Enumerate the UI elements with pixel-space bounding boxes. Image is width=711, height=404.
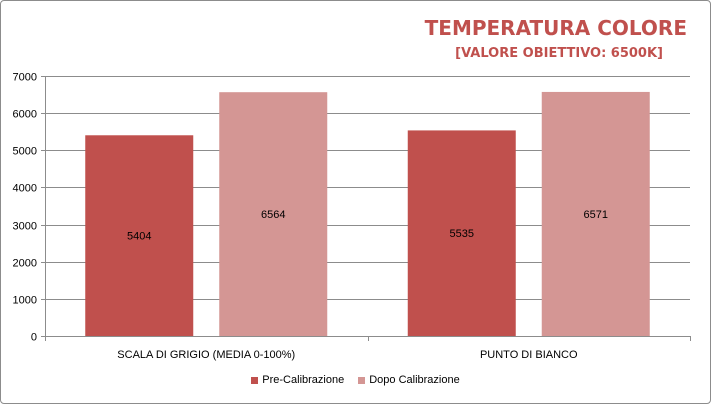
y-tick-label: 7000 (13, 72, 37, 84)
bar (407, 130, 516, 336)
chart-subtitle: [VALORE OBIETTIVO: 6500K] (455, 46, 663, 61)
data-label: 6564 (261, 209, 285, 221)
y-tick-label: 4000 (13, 183, 37, 195)
legend-item: Pre-Calibrazione (251, 374, 344, 386)
bar (541, 91, 650, 336)
y-tick-label: 3000 (13, 221, 37, 233)
data-label: 6571 (584, 209, 608, 221)
legend-swatch (251, 376, 259, 384)
category-label: PUNTO DI BIANCO (480, 349, 578, 361)
legend-label: Dopo Calibrazione (369, 374, 460, 386)
bar (85, 135, 194, 336)
data-label: 5404 (127, 231, 151, 243)
bar (219, 92, 328, 337)
legend-swatch (358, 376, 366, 384)
y-tick-label: 2000 (13, 258, 37, 270)
y-tick-label: 5000 (13, 146, 37, 158)
legend-label: Pre-Calibrazione (262, 374, 345, 386)
y-tick-label: 1000 (13, 295, 37, 307)
category-label: SCALA DI GRIGIO (MEDIA 0-100%) (117, 349, 295, 361)
data-label: 5535 (450, 228, 474, 240)
y-tick-label: 0 (31, 332, 37, 344)
chart-title: TEMPERATURA COLORE (424, 16, 687, 40)
legend: Pre-Calibrazione Dopo Calibrazione (0, 374, 711, 386)
legend-item: Dopo Calibrazione (358, 374, 460, 386)
y-tick-label: 6000 (13, 109, 37, 121)
